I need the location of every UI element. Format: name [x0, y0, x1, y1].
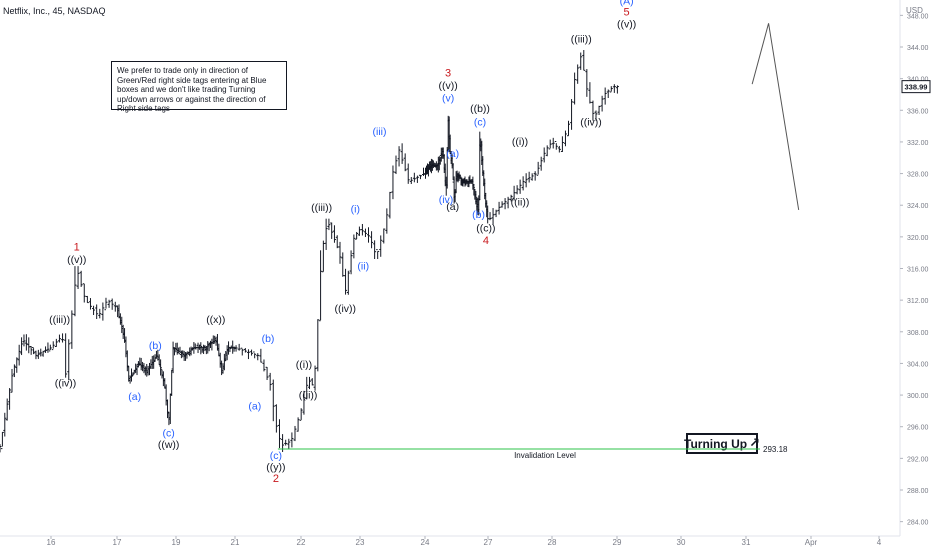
wave-label: ((v)) [67, 254, 86, 266]
wave-label: ((iv)) [55, 377, 77, 389]
wave-label: 4 [483, 235, 489, 247]
wave-label: ((v)) [617, 18, 636, 30]
wave-label: (c) [163, 427, 175, 439]
arrow-up-right-icon: ↗ [749, 436, 760, 451]
last-price-tag [901, 80, 931, 94]
wave-label: (c) [270, 450, 282, 462]
y-tick-label: 344.00 [907, 45, 929, 52]
wave-label: (i) [351, 203, 360, 215]
wave-label: ((i)) [296, 359, 312, 371]
wave-label: ((v)) [438, 80, 457, 92]
wave-label: ((w)) [158, 439, 180, 451]
wave-label: ((b)) [470, 103, 490, 115]
y-tick-label: 316.00 [907, 267, 929, 274]
turning-up-signal: Turning Up ↗ [684, 433, 760, 454]
last-price-label: 338.99 [905, 83, 928, 92]
wave-label: ((x)) [206, 314, 225, 326]
wave-label: ((c)) [476, 222, 495, 234]
x-tick-label: 21 [231, 538, 240, 547]
wave-label: ((y)) [266, 461, 285, 473]
x-tick-label: 30 [677, 538, 686, 547]
wave-label: 1 [74, 241, 80, 253]
x-tick-label: 16 [47, 538, 56, 547]
x-tick-label: Apr [805, 538, 818, 547]
wave-label: (ii) [357, 260, 369, 272]
y-tick-label: 336.00 [907, 108, 929, 115]
y-tick-label: 300.00 [907, 393, 929, 400]
wave-label: (b) [472, 209, 485, 221]
wave-label: ((ii)) [511, 196, 530, 208]
invalidation-label: Invalidation Level [514, 451, 576, 460]
wave-label: ((iv)) [334, 303, 356, 315]
turning-up-label: Turning Up [684, 436, 748, 451]
y-tick-label: 284.00 [907, 520, 929, 527]
y-tick-label: 288.00 [907, 488, 929, 495]
y-tick-label: 296.00 [907, 425, 929, 432]
wave-label: ((i)) [512, 136, 528, 148]
trade-note-text: We prefer to trade only in direction of … [117, 66, 267, 113]
y-tick-label: 332.00 [907, 140, 929, 147]
wave-label: 2 [273, 473, 279, 485]
wave-label: (a) [128, 391, 141, 403]
wave-label: (v) [442, 93, 454, 105]
wave-label: (a) [446, 201, 459, 213]
y-tick-label: 328.00 [907, 172, 929, 179]
y-tick-label: 308.00 [907, 330, 929, 337]
invalidation-value-label: 293.18 [763, 445, 788, 454]
chart-title: Netflix, Inc., 45, NASDAQ [3, 6, 106, 16]
x-tick-label: 27 [484, 538, 493, 547]
wave-label: (iii) [373, 126, 387, 138]
x-tick-label: 31 [742, 538, 751, 547]
x-tick-label: 28 [548, 538, 557, 547]
y-tick-label: 312.00 [907, 298, 929, 305]
y-tick-label: 340.00 [907, 77, 929, 84]
wave-label: ((iv)) [580, 116, 602, 128]
x-tick-label: 19 [172, 538, 181, 547]
x-tick-label: 22 [297, 538, 306, 547]
projection-line [751, 23, 800, 211]
trade-note-box: We prefer to trade only in direction of … [111, 61, 287, 113]
x-tick-label: 29 [613, 538, 622, 547]
wave-label: 5 [624, 6, 630, 18]
wave-label: 3 [445, 67, 451, 79]
y-tick-label: 292.00 [907, 456, 929, 463]
wave-label: (iv) [439, 194, 454, 206]
wave-label: (c) [474, 116, 486, 128]
x-tick-label: 24 [421, 538, 430, 547]
wave-label: (a) [248, 400, 261, 412]
wave-label: (b) [149, 340, 162, 352]
wave-label: ((iii)) [49, 314, 70, 326]
wave-label: (A) [620, 0, 634, 7]
y-tick-label: 324.00 [907, 203, 929, 210]
wave-label: (b) [262, 333, 275, 345]
wave-label: (a) [446, 148, 459, 160]
currency-label: USD [906, 6, 923, 15]
x-tick-label: 4 [877, 538, 882, 547]
wave-label: ((iii)) [311, 202, 332, 214]
x-tick-label: 17 [113, 538, 122, 547]
wave-label: ((ii)) [299, 389, 318, 401]
x-tick-label: 23 [356, 538, 365, 547]
y-tick-label: 320.00 [907, 235, 929, 242]
y-tick-label: 304.00 [907, 361, 929, 368]
wave-label: ((iii)) [571, 33, 592, 45]
